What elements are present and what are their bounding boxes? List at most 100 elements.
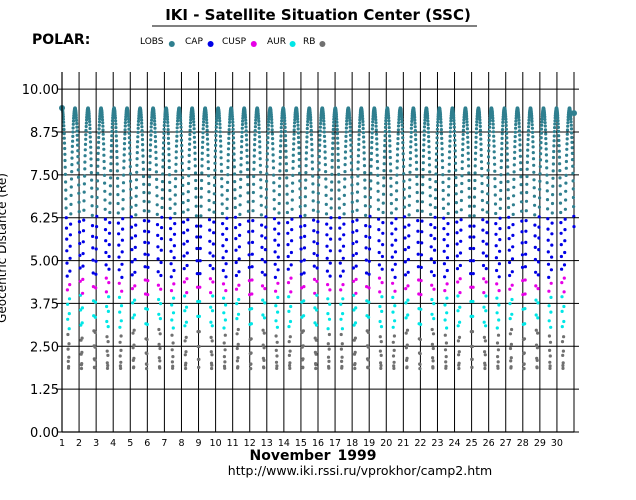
data-point [369, 179, 373, 183]
data-point [415, 199, 419, 203]
data-point [462, 115, 466, 119]
data-point [209, 320, 213, 324]
data-point [272, 198, 276, 202]
data-point [496, 360, 500, 364]
data-point [213, 161, 217, 165]
data-point [249, 351, 253, 355]
data-point [233, 172, 237, 176]
data-point [166, 124, 170, 128]
data-point [443, 333, 447, 337]
data-point [305, 145, 309, 149]
data-point [265, 158, 269, 162]
data-point [135, 157, 139, 161]
data-point [336, 146, 340, 151]
data-point [140, 125, 144, 129]
data-point [192, 120, 196, 124]
data-point [322, 119, 326, 123]
data-point [67, 327, 71, 331]
data-point [466, 157, 470, 161]
data-point [240, 126, 244, 130]
data-point [520, 265, 525, 269]
data-point [408, 178, 412, 182]
data-point [526, 129, 531, 133]
data-point [69, 193, 73, 197]
data-point [499, 188, 503, 193]
data-point [367, 247, 372, 251]
data-point [473, 171, 477, 175]
data-point [355, 218, 359, 222]
data-point [94, 272, 98, 276]
data-point [231, 120, 235, 124]
data-point [250, 307, 254, 311]
data-point [64, 197, 68, 201]
data-point [186, 218, 190, 222]
data-point [365, 285, 369, 289]
data-point [159, 237, 164, 241]
data-point [439, 117, 443, 121]
data-point [482, 320, 486, 324]
data-point [233, 215, 238, 219]
data-point [317, 155, 321, 159]
data-point [240, 135, 244, 139]
data-point [435, 136, 439, 140]
data-point [264, 236, 268, 240]
data-point [428, 203, 432, 207]
data-point [510, 270, 514, 274]
data-point [434, 188, 438, 192]
data-point [353, 350, 357, 354]
data-point [351, 241, 355, 246]
data-point [508, 273, 512, 278]
data-point [118, 364, 122, 368]
data-point [390, 221, 394, 225]
data-point [436, 120, 440, 124]
data-point [106, 309, 110, 313]
data-point [117, 281, 121, 285]
data-point [100, 118, 105, 122]
data-point [240, 122, 245, 127]
data-point [390, 243, 394, 247]
data-point [394, 238, 398, 242]
data-point [76, 155, 80, 159]
data-point [519, 175, 523, 179]
data-point [119, 334, 123, 338]
data-point [234, 237, 238, 241]
data-point [566, 121, 570, 125]
data-point [510, 283, 514, 287]
data-point [475, 123, 479, 127]
data-point [110, 122, 114, 126]
data-point [167, 141, 171, 145]
data-point [394, 198, 398, 202]
data-point [299, 235, 303, 240]
data-point [302, 246, 307, 250]
data-point [271, 147, 275, 151]
data-point [265, 152, 269, 156]
data-point [96, 146, 100, 150]
data-point [438, 112, 443, 116]
data-point [468, 259, 472, 263]
data-point [172, 232, 177, 236]
data-point [162, 127, 166, 131]
data-point [160, 226, 164, 230]
data-point [552, 149, 556, 154]
data-point [244, 133, 248, 137]
data-point [74, 113, 78, 117]
data-point [240, 145, 244, 149]
data-point [395, 181, 399, 185]
data-point [488, 118, 492, 123]
data-point [91, 258, 95, 262]
data-point [140, 133, 144, 137]
data-point [522, 362, 526, 366]
data-point [140, 118, 144, 122]
data-point [81, 264, 85, 268]
data-point [430, 297, 434, 302]
data-point [133, 257, 137, 262]
data-point [88, 126, 92, 131]
data-point [461, 132, 465, 137]
data-point [323, 156, 327, 160]
data-point [81, 229, 86, 233]
data-point [153, 119, 157, 123]
data-point [129, 179, 133, 183]
data-point [296, 131, 300, 135]
data-point [559, 221, 563, 225]
data-point [296, 120, 300, 124]
